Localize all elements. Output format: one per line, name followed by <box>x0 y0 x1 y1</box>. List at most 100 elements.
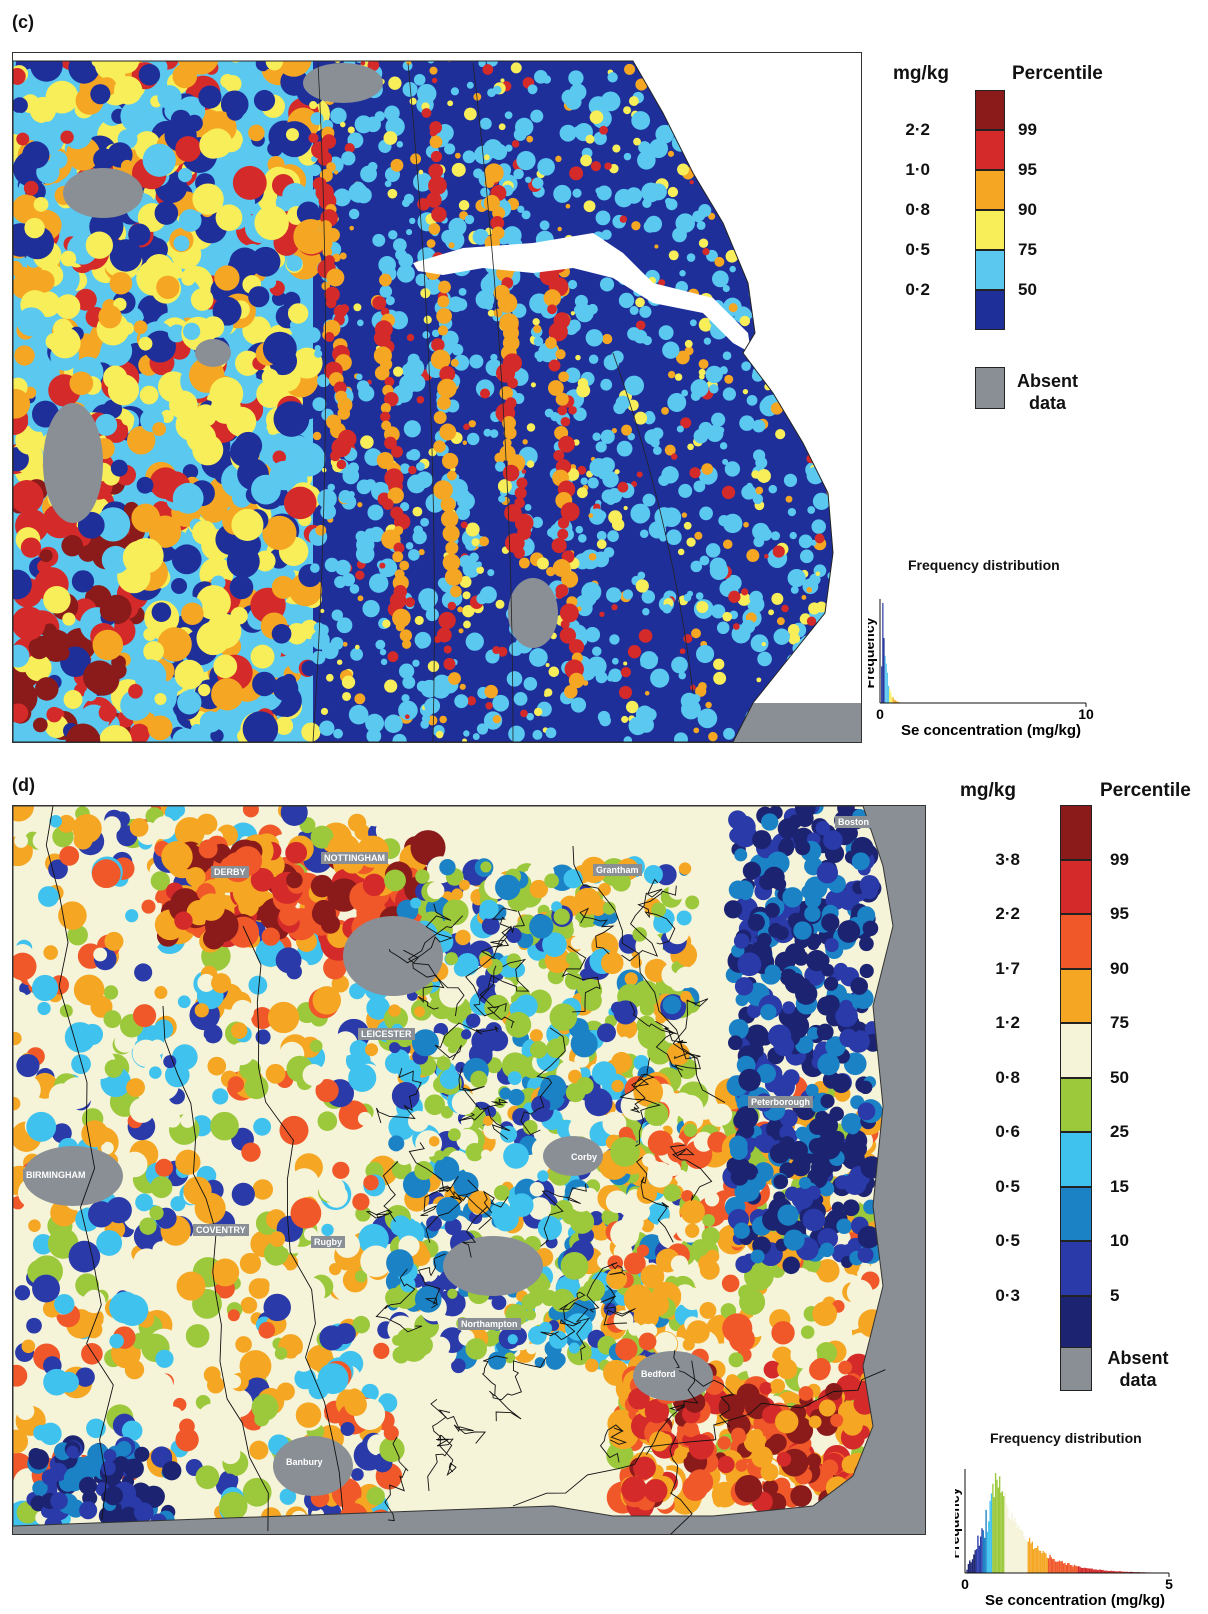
panel-d-absent-swatch <box>1060 1347 1092 1391</box>
frequency-bar <box>892 697 894 703</box>
legend-swatch <box>1060 1077 1092 1132</box>
frequency-bar <box>1057 1561 1059 1573</box>
frequency-bar <box>1052 1559 1054 1573</box>
frequency-bar <box>1130 1571 1133 1573</box>
frequency-bar <box>971 1559 974 1573</box>
frequency-bar <box>1076 1566 1078 1573</box>
legend-swatch <box>1060 1295 1092 1350</box>
city-label-rugby: Rugby <box>311 1236 345 1248</box>
frequency-bar <box>1067 1563 1069 1573</box>
frequency-bar <box>1092 1569 1095 1573</box>
frequency-bar <box>890 692 892 703</box>
frequency-bar <box>997 1487 999 1573</box>
city-label-coventry: COVENTRY <box>193 1224 249 1236</box>
panel-d-absent-label-line2: data <box>1119 1370 1157 1390</box>
panel-d-legend-unit-header: mg/kg <box>960 780 1016 801</box>
legend-threshold-value: 3·8 <box>995 849 1020 869</box>
frequency-bar <box>1037 1545 1039 1573</box>
frequency-x-axis-label: Se concentration (mg/kg) <box>901 722 1081 739</box>
frequency-bar <box>1102 1569 1104 1573</box>
legend-swatch <box>1060 1241 1092 1296</box>
frequency-bar <box>1000 1492 1002 1573</box>
legend-threshold-value: 0·8 <box>995 1067 1020 1087</box>
frequency-bar <box>1046 1557 1048 1573</box>
frequency-bar <box>1128 1571 1130 1573</box>
frequency-bar <box>891 696 893 703</box>
frequency-bar <box>989 1500 991 1573</box>
frequency-bar <box>975 1549 978 1573</box>
panel-c-absent-label-line1: Absent <box>1016 371 1078 391</box>
city-label-grantham: Grantham <box>593 864 642 876</box>
legend-swatch <box>975 250 1005 290</box>
frequency-bar <box>883 637 885 703</box>
panel-d-frequency-title: Frequency distribution <box>990 1430 1142 1446</box>
frequency-bar <box>1072 1566 1074 1573</box>
city-label-northampton: Northampton <box>458 1318 521 1330</box>
city-label-leicester: LEICESTER <box>358 1028 415 1040</box>
frequency-bar <box>1013 1517 1016 1573</box>
frequency-bar <box>979 1536 982 1573</box>
legend-percentile-value: 50 <box>1018 280 1037 299</box>
city-label-derby: DERBY <box>211 866 249 878</box>
frequency-bar <box>993 1497 995 1573</box>
panel-c-frequency-title: Frequency distribution <box>908 557 1060 573</box>
frequency-bar <box>1087 1568 1089 1573</box>
frequency-bar <box>996 1479 998 1573</box>
panel-d-legend-percentile-header: Percentile <box>1100 780 1191 801</box>
frequency-bar <box>888 685 890 703</box>
frequency-bar <box>978 1545 980 1573</box>
frequency-bar <box>1122 1571 1125 1573</box>
frequency-bar <box>1073 1564 1076 1573</box>
frequency-bar <box>1020 1529 1023 1573</box>
legend-threshold-value: 0·5 <box>995 1176 1020 1196</box>
legend-swatch <box>975 90 1005 130</box>
frequency-bar <box>1042 1550 1044 1573</box>
legend-threshold-value: 0·3 <box>995 1285 1020 1305</box>
frequency-bar <box>1071 1565 1073 1573</box>
legend-percentile-value: 95 <box>1018 160 1037 179</box>
frequency-bar <box>1060 1561 1062 1573</box>
legend-percentile-value: 50 <box>1110 1067 1129 1087</box>
frequency-bar <box>1094 1569 1096 1573</box>
legend-swatch <box>1060 914 1092 969</box>
legend-threshold-value: 1·7 <box>995 958 1020 978</box>
frequency-bar <box>1086 1568 1088 1573</box>
frequency-bar <box>986 1531 989 1573</box>
legend-percentile-value: 15 <box>1110 1176 1129 1196</box>
frequency-bar <box>1111 1571 1114 1573</box>
frequency-bar <box>1065 1564 1067 1573</box>
legend-swatch <box>975 210 1005 250</box>
frequency-bar <box>970 1562 972 1573</box>
frequency-bar <box>1047 1558 1050 1573</box>
legend-swatch <box>975 290 1005 330</box>
city-label-corby: Corby <box>568 1151 601 1163</box>
legend-swatch <box>975 130 1005 170</box>
frequency-bar <box>974 1550 976 1573</box>
city-label-banbury: Banbury <box>283 1456 326 1468</box>
frequency-bar <box>1041 1553 1043 1573</box>
legend-swatch <box>1060 1023 1092 1078</box>
frequency-bar <box>1034 1548 1036 1573</box>
frequency-bar <box>1068 1563 1070 1573</box>
frequency-bar <box>982 1530 985 1573</box>
frequency-bar <box>1109 1571 1111 1573</box>
frequency-bar <box>1001 1491 1004 1573</box>
frequency-bar <box>1105 1570 1107 1573</box>
city-label-birmingham: BIRMINGHAM <box>23 1169 89 1181</box>
frequency-bar <box>1028 1537 1031 1573</box>
frequency-bar <box>1090 1568 1092 1573</box>
frequency-bar <box>981 1528 983 1573</box>
legend-percentile-value: 90 <box>1018 200 1037 219</box>
frequency-bar <box>988 1521 990 1573</box>
legend-threshold-value: 0·5 <box>995 1231 1020 1250</box>
frequency-bar <box>1120 1571 1122 1573</box>
panel-c-absent-swatch <box>975 367 1005 409</box>
panel-d-absent-label-line1: Absent <box>1107 1348 1169 1368</box>
frequency-bar <box>967 1564 970 1573</box>
frequency-bar <box>894 700 897 703</box>
frequency-bar <box>1103 1570 1106 1573</box>
legend-threshold-value: 2·2 <box>905 120 930 139</box>
frequency-bar <box>1083 1567 1085 1573</box>
legend-percentile-value: 90 <box>1110 958 1129 978</box>
frequency-bar <box>1031 1541 1033 1573</box>
